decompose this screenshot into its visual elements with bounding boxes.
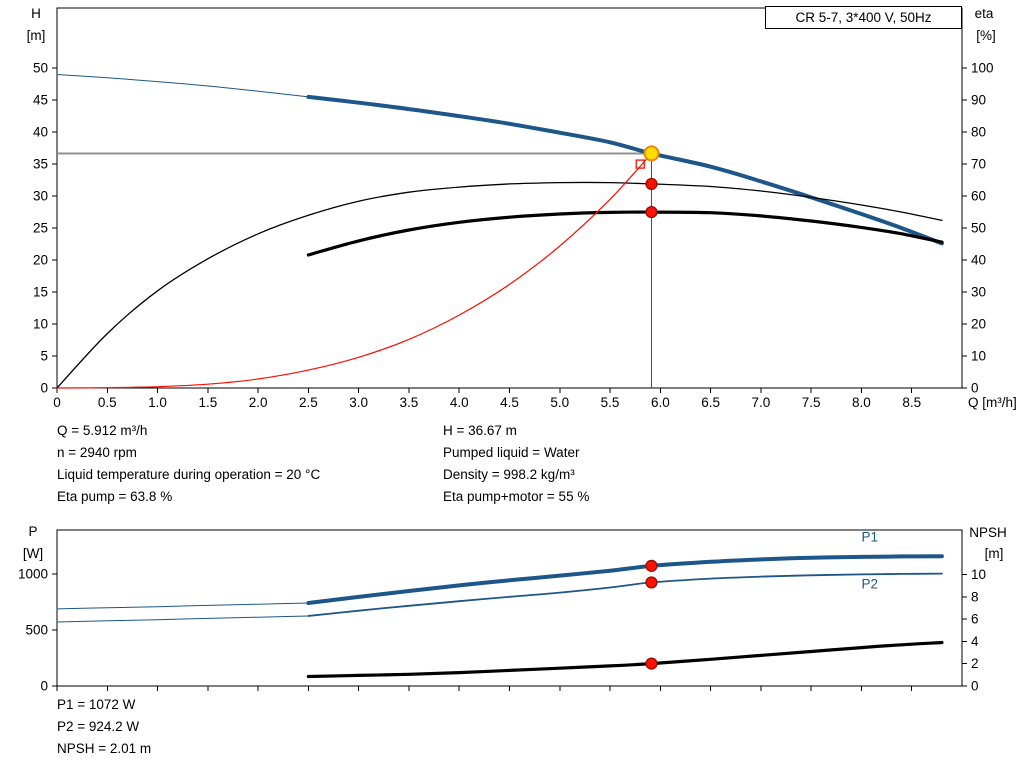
power-results-column: P1 = 1072 W P2 = 924.2 W NPSH = 2.01 m (57, 694, 151, 760)
axis-corner-label: NPSH (969, 525, 1007, 540)
y-right-tick-label: 50 (971, 221, 986, 236)
p2-curve (307, 572, 943, 617)
eta-pump-point-marker (645, 177, 658, 191)
y-left-tick-label: 0 (40, 381, 48, 396)
x-tick-label: 2.5 (299, 395, 318, 410)
p1-curve-extension (56, 602, 309, 610)
y-right-tick-label: 90 (971, 93, 986, 108)
y-left-tick-label: 0 (40, 679, 48, 694)
y-right-tick-label: 4 (971, 634, 979, 649)
x-tick-label: 6.0 (651, 395, 670, 410)
liquid-temperature-value: Liquid temperature during operation = 20… (57, 467, 321, 482)
x-tick-label: 4.0 (450, 395, 469, 410)
operating-data-left-column: Q = 5.912 m³/h n = 2940 rpm Liquid tempe… (57, 420, 320, 508)
y-right-tick-label: 60 (971, 189, 986, 204)
eta-pump-motor-value: Eta pump+motor = 55 % (443, 489, 590, 504)
eta-pump-motor-point-marker (645, 205, 658, 219)
y-right-tick-label: 10 (971, 349, 986, 364)
p2-curve-extension (56, 615, 309, 623)
x-tick-label: 7.0 (751, 395, 770, 410)
npsh-value: NPSH = 2.01 m (57, 741, 152, 756)
npsh-point-marker (645, 657, 658, 670)
x-tick-label: 3.0 (349, 395, 368, 410)
x-tick-label: 8.0 (852, 395, 871, 410)
curve-label-P2: P2 (861, 577, 878, 592)
pumped-liquid-value: Pumped liquid = Water (443, 445, 580, 460)
y-right-tick-label: 40 (971, 253, 986, 268)
y-right-tick-label: 30 (971, 285, 986, 300)
x-tick-label: 0 (53, 395, 61, 410)
y-left-tick-label: 10 (33, 317, 48, 332)
y-right-tick-label: 8 (971, 589, 979, 604)
y-left-tick-label: 25 (33, 221, 48, 236)
axis-corner-label: eta (975, 6, 994, 21)
x-tick-label: 7.5 (802, 395, 821, 410)
requested-duty-marker (635, 159, 645, 169)
y-right-tick-label: 0 (971, 381, 979, 396)
x-tick-label: 1.5 (198, 395, 217, 410)
x-tick-label: 8.5 (902, 395, 921, 410)
x-tick-label: 0.5 (98, 395, 117, 410)
qh-eta-chart: 0 0.5 1.0 1.5 2.0 2.5 3.0 3.5 4.0 4.5 5.0 5.5 6.0 6.5… (27, 6, 1017, 410)
x-tick-label: 5.0 (550, 395, 569, 410)
x-tick-label: 3.5 (400, 395, 419, 410)
axis-corner-label: H (31, 6, 41, 21)
eta-pump-motor-curve (306, 210, 944, 257)
eta-pump-curve (56, 181, 943, 389)
axis-corner-label: [W] (23, 546, 43, 561)
curve-label-P1: P1 (861, 529, 878, 544)
y-left-tick-label: 5 (40, 349, 48, 364)
p2-value: P2 = 924.2 W (57, 719, 140, 734)
y-right-tick-label: 6 (971, 612, 979, 627)
plot-border (56, 7, 963, 389)
axis-corner-label: [m] (27, 28, 46, 43)
head-value: H = 36.67 m (443, 423, 517, 438)
x-axis-unit-label: Q [m³/h] (968, 395, 1017, 410)
x-tick-label: 1.0 (148, 395, 167, 410)
y-left-tick-label: 15 (33, 285, 48, 300)
duty-point-marker[interactable] (643, 145, 660, 162)
flow-value: Q = 5.912 m³/h (57, 423, 148, 438)
y-left-tick-label: 20 (33, 253, 48, 268)
eta-pump-value: Eta pump = 63.8 % (57, 489, 173, 504)
y-right-tick-label: 100 (971, 61, 994, 76)
x-tick-label: 6.5 (701, 395, 720, 410)
x-tick-label: 4.5 (500, 395, 519, 410)
y-left-tick-label: 1000 (18, 566, 48, 581)
p1-value: P1 = 1072 W (57, 697, 136, 712)
npsh-curve (306, 640, 944, 679)
p2-point-marker (645, 576, 658, 589)
y-left-tick-label: 500 (25, 622, 48, 637)
x-tick-label: 5.5 (601, 395, 620, 410)
y-left-tick-label: 50 (33, 61, 48, 76)
y-left-tick-label: 30 (33, 189, 48, 204)
y-right-tick-label: 70 (971, 157, 986, 172)
y-right-tick-label: 80 (971, 125, 986, 140)
p1-point-marker (645, 559, 658, 572)
pump-curve (306, 94, 944, 246)
pump-curve-extension (56, 74, 309, 98)
y-right-tick-label: 20 (971, 317, 986, 332)
pump-title-box: CR 5-7, 3*400 V, 50Hz (765, 6, 962, 29)
y-left-tick-label: 35 (33, 157, 48, 172)
plot-border (56, 529, 963, 687)
speed-value: n = 2940 rpm (57, 445, 137, 460)
axis-corner-label: [%] (976, 28, 996, 43)
density-value: Density = 998.2 kg/m³ (443, 467, 575, 482)
y-right-tick-label: 2 (971, 656, 979, 671)
system-curve (56, 152, 653, 389)
pump-title: CR 5-7, 3*400 V, 50Hz (795, 10, 932, 25)
x-tick-label: 2.0 (249, 395, 268, 410)
power-npsh-chart: 0 500 1000 0 2 4 6 8 10 P [W] NPSH [m] P1 P2 (18, 524, 1007, 694)
y-right-tick-label: 0 (971, 679, 979, 694)
y-left-tick-label: 45 (33, 93, 48, 108)
p1-curve (306, 554, 944, 605)
axis-corner-label: P (28, 524, 37, 539)
y-left-tick-label: 40 (33, 125, 48, 140)
axis-corner-label: [m] (985, 546, 1004, 561)
operating-data-right-column: H = 36.67 m Pumped liquid = Water Densit… (443, 420, 589, 508)
y-right-tick-label: 10 (971, 567, 986, 582)
